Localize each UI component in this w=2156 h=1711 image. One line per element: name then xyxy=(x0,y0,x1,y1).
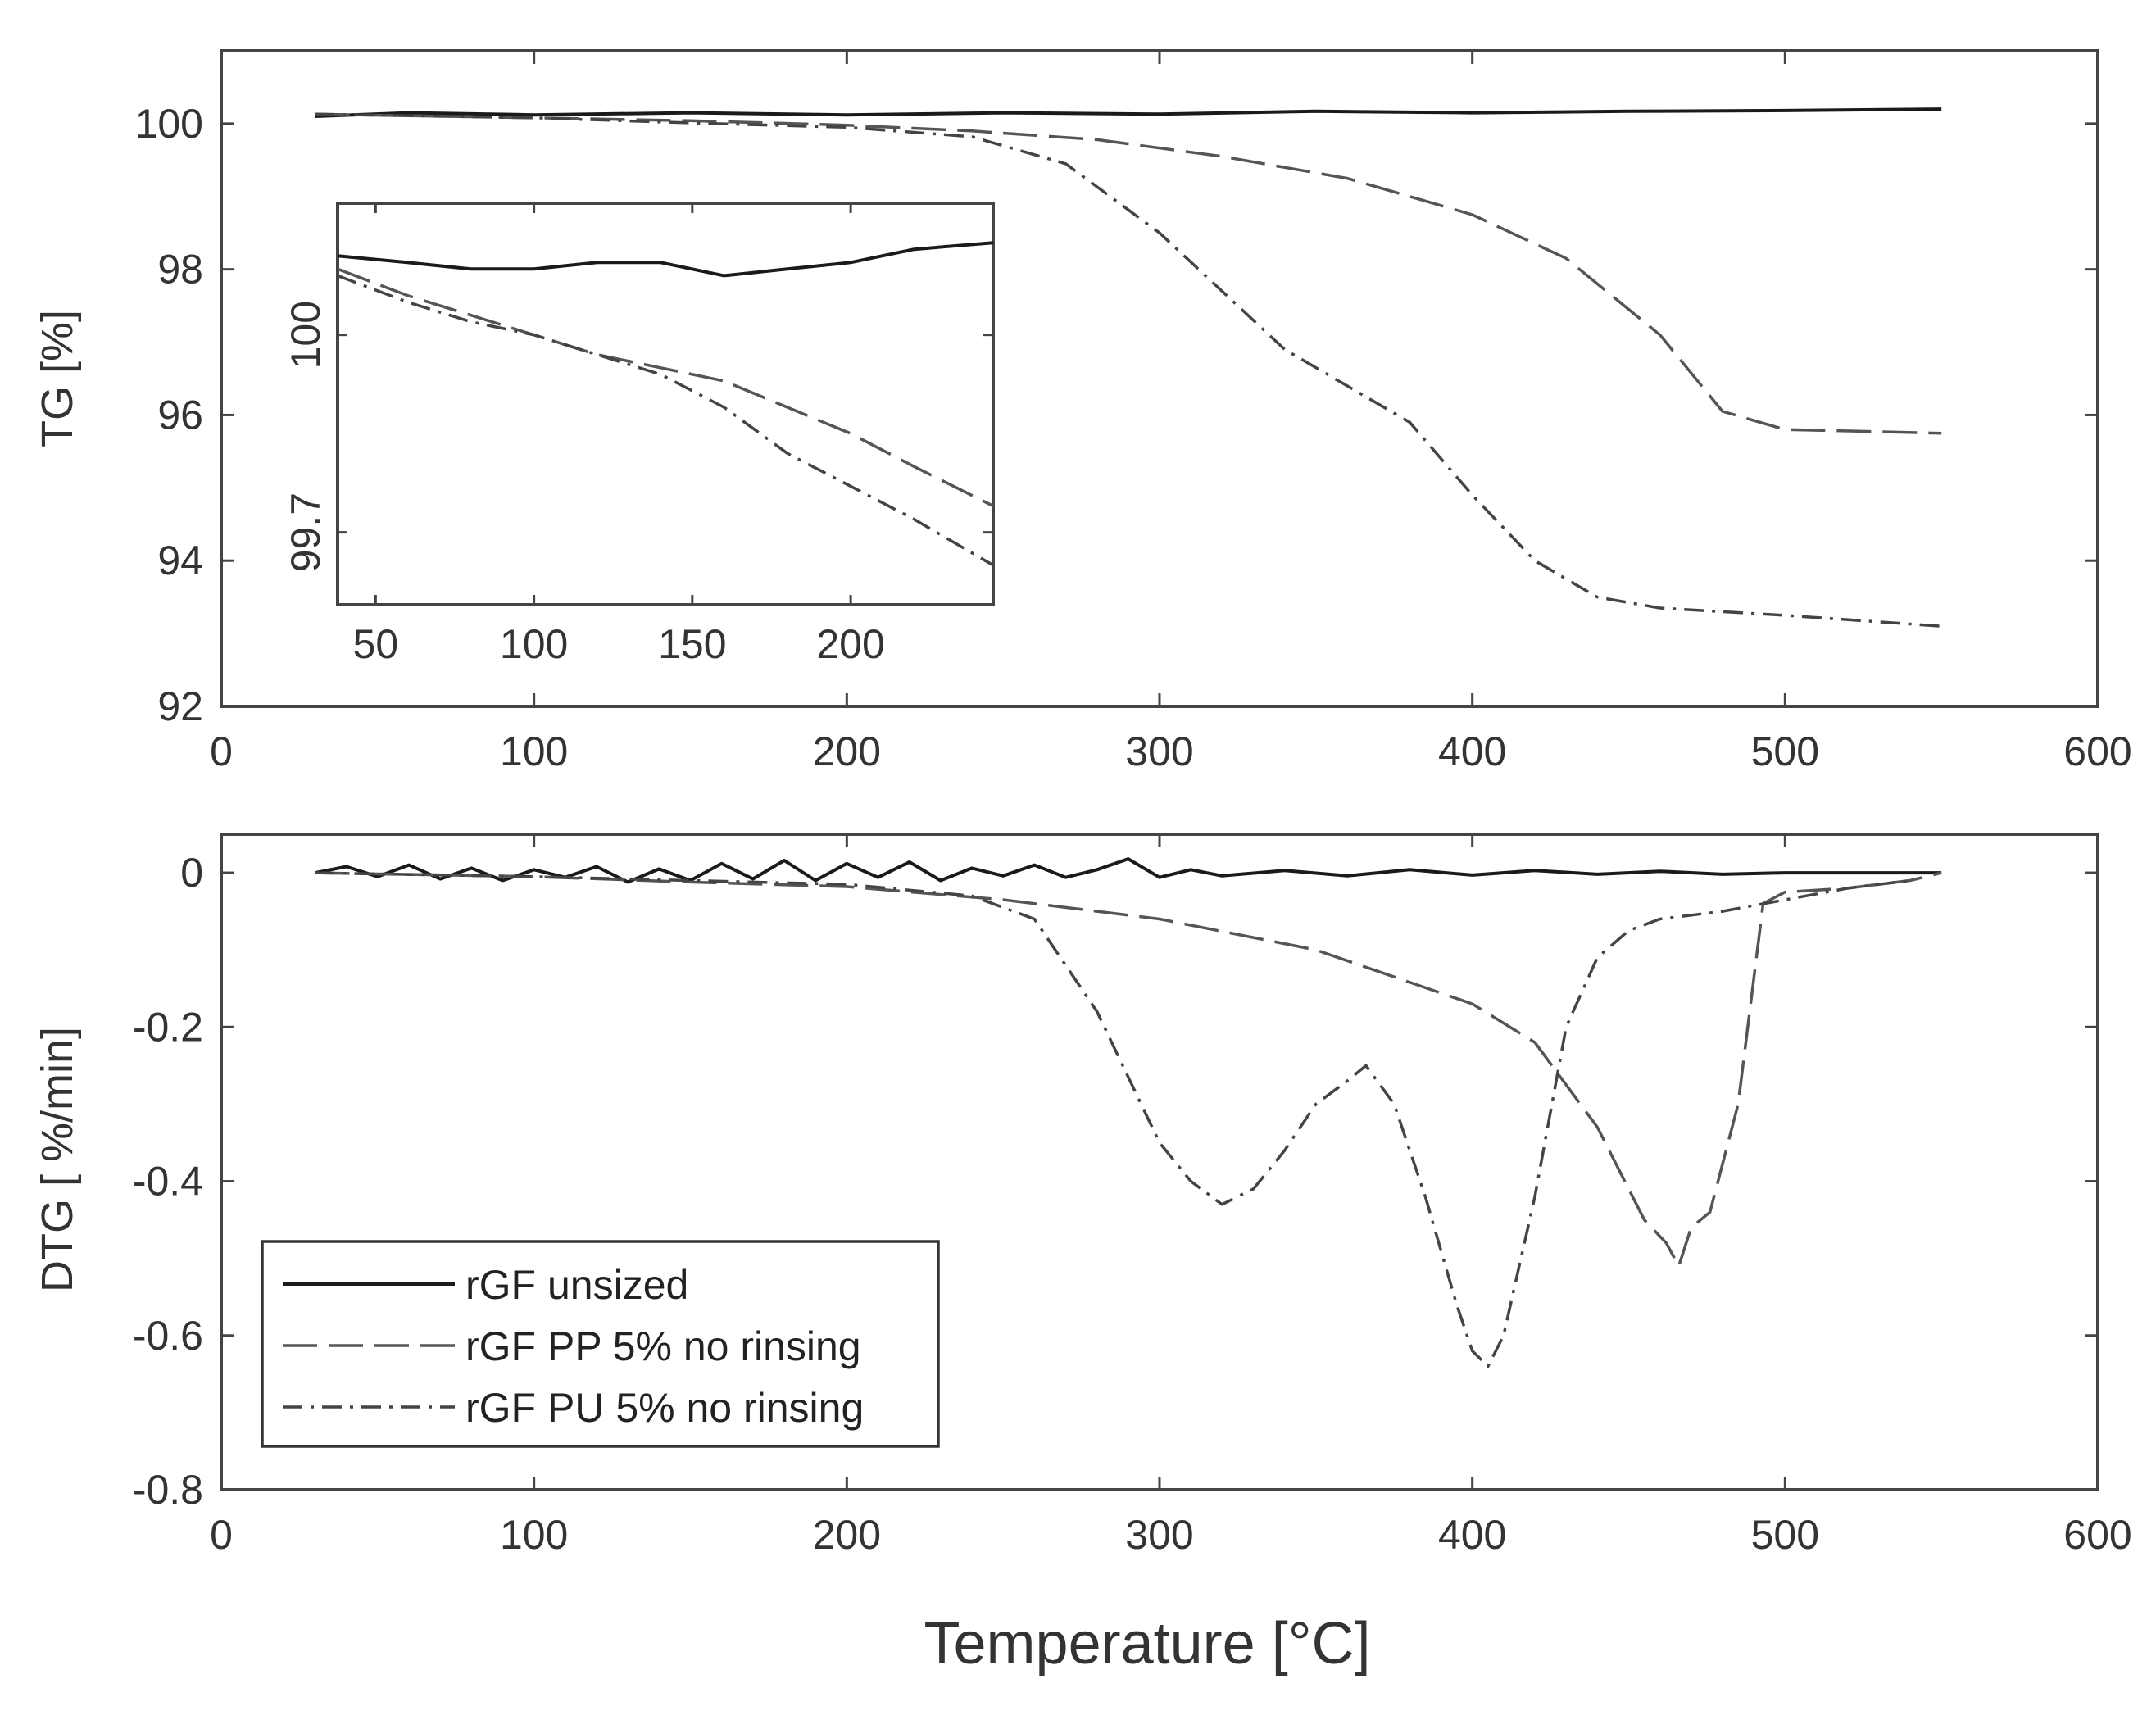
tg-inset-x-tick-label: 200 xyxy=(816,621,884,667)
dtg-x-tick-label: 0 xyxy=(210,1512,233,1558)
tg-y-tick-label: 96 xyxy=(157,392,203,438)
legend-label-pp: rGF PP 5% no rinsing xyxy=(465,1323,861,1369)
tg-y-tick-label: 94 xyxy=(157,538,203,583)
tg-inset-x-tick-label: 100 xyxy=(500,621,568,667)
tg-inset-frame xyxy=(336,202,995,606)
dtg-panel: DTG [ %/min] Temperature [°C] 0 100 200 300… xyxy=(33,833,2132,1677)
dtg-y-tick-label: -0.8 xyxy=(133,1467,203,1513)
dtg-x-tick-label: 100 xyxy=(500,1512,568,1558)
tg-x-tick-label: 500 xyxy=(1751,728,1819,774)
dtg-y-tick-label: 0 xyxy=(180,850,203,896)
dtg-x-axis-label: Temperature [°C] xyxy=(924,1611,1371,1677)
tg-series-pp xyxy=(315,112,1942,435)
tg-inset-x-tick-label: 50 xyxy=(353,621,399,667)
tg-series-unsized xyxy=(315,107,1942,118)
tg-x-tick-label: 0 xyxy=(210,728,233,774)
tg-inset-background xyxy=(338,203,993,605)
legend-label-unsized: rGF unsized xyxy=(465,1262,688,1308)
tg-series-pu xyxy=(315,112,1942,628)
tg-x-tick-label: 400 xyxy=(1438,728,1506,774)
dtg-y-tick-label: -0.4 xyxy=(133,1159,203,1205)
tg-inset-x-tick-label: 150 xyxy=(658,621,726,667)
tg-inset-series-pu xyxy=(337,274,994,567)
dtg-y-axis-label: DTG [ %/min] xyxy=(33,1027,82,1292)
tg-inset-y-tick-label: 100 xyxy=(283,301,329,369)
tg-y-tick-label: 98 xyxy=(157,247,203,293)
tg-inset-y-tick-label: 99.7 xyxy=(283,492,329,572)
tg-y-tick-label: 92 xyxy=(157,683,203,729)
tg-inset-series-unsized xyxy=(337,241,994,278)
dtg-x-tick-label: 400 xyxy=(1438,1512,1506,1558)
dtg-series-pp xyxy=(315,871,1942,1268)
tg-y-tick-label: 100 xyxy=(135,101,203,147)
tg-y-axis-label: TG [%] xyxy=(33,310,82,447)
dtg-y-tick-label: -0.2 xyxy=(133,1004,203,1050)
legend: rGF unsized rGF PP 5% no rinsing rGF PU … xyxy=(261,1240,940,1448)
dtg-y-tick-label: -0.6 xyxy=(133,1313,203,1359)
tg-x-tick-label: 200 xyxy=(813,728,881,774)
tg-inset-panel: 50 100 150 200 99.7 100 xyxy=(283,202,995,667)
dtg-x-tick-label: 600 xyxy=(2063,1512,2131,1558)
tg-x-tick-label: 100 xyxy=(500,728,568,774)
dtg-series-unsized xyxy=(315,857,1942,884)
tg-panel: TG [%] 0 100 200 300 400 500 600 92 94 96 98 100 xyxy=(33,49,2132,774)
dtg-x-tick-label: 300 xyxy=(1125,1512,1193,1558)
tg-x-tick-label: 600 xyxy=(2063,728,2131,774)
tg-inset-series-pp xyxy=(337,267,994,508)
legend-box xyxy=(261,1240,940,1448)
tg-x-tick-label: 300 xyxy=(1125,728,1193,774)
dtg-series-pu xyxy=(315,871,1911,1368)
dtg-x-tick-label: 200 xyxy=(813,1512,881,1558)
dtg-x-tick-label: 500 xyxy=(1751,1512,1819,1558)
legend-label-pu: rGF PU 5% no rinsing xyxy=(465,1385,864,1431)
